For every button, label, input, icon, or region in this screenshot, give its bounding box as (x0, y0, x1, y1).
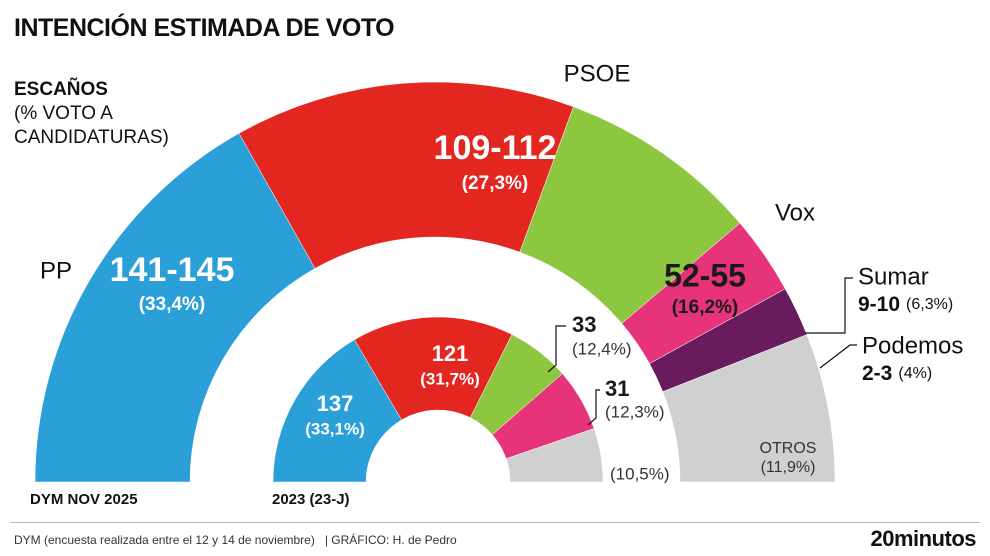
value-label: (27,3%) (462, 173, 529, 194)
party-name: PP (40, 257, 72, 284)
seats-label: 31 (605, 376, 629, 401)
party-name: PSOE (564, 60, 631, 87)
footer: DYM (encuesta realizada entre el 12 y 14… (14, 533, 457, 547)
seats-label: 2-3 (862, 362, 892, 385)
leader-line (547, 325, 566, 373)
source: DYM (encuesta realizada entre el 12 y 14… (14, 533, 315, 547)
party-name: Sumar (858, 263, 929, 290)
value-label: (33,4%) (139, 294, 206, 315)
seats-label: 9-10 (858, 293, 900, 316)
seats-label: 109-112 (434, 129, 557, 167)
seats-label: 137 (317, 391, 354, 416)
value-label: (10,5%) (610, 464, 670, 483)
segment (662, 334, 836, 483)
value-label: (12,4%) (572, 339, 632, 358)
leader-line (587, 389, 600, 426)
value-label: (12,3%) (605, 402, 665, 421)
seats-label: 141-145 (110, 251, 235, 289)
seats-label: 33 (572, 312, 596, 337)
segment (505, 428, 604, 483)
party-name: Podemos (862, 332, 963, 359)
segment (238, 81, 574, 269)
value-label: (16,2%) (672, 297, 739, 318)
value-label: (4%) (898, 365, 932, 382)
chart-label: DYM NOV 2025 (30, 491, 138, 508)
subtitle-block: ESCAÑOS (% VOTO A CANDIDATURAS) (14, 78, 204, 150)
value-label: (33,1%) (305, 419, 365, 438)
seats-label: 52-55 (664, 257, 746, 293)
inline-label: 9-10 (6,3%) (858, 293, 953, 316)
inline-label: 2-3 (4%) (862, 362, 932, 385)
value-label: (31,7%) (420, 369, 480, 388)
segment (272, 339, 402, 483)
subtitle-note: (% VOTO A CANDIDATURAS) (14, 103, 169, 148)
party-name: Vox (775, 199, 815, 226)
value-label: (11,9%) (761, 459, 816, 476)
seats-label: 121 (432, 341, 469, 366)
segment (354, 316, 513, 421)
party-name: OTROS (760, 440, 817, 457)
value-label: (6,3%) (906, 296, 953, 313)
subtitle: ESCAÑOS (14, 79, 108, 100)
brand: 20minutos (870, 526, 976, 551)
chart-label: 2023 (23-J) (272, 491, 350, 508)
leader-line (805, 277, 853, 334)
credit: | GRÁFICO: H. de Pedro (324, 533, 457, 547)
footer-rule (10, 522, 980, 523)
segment (34, 132, 316, 483)
leader-line (819, 344, 857, 369)
title: INTENCIÓN ESTIMADA DE VOTO (14, 14, 395, 42)
